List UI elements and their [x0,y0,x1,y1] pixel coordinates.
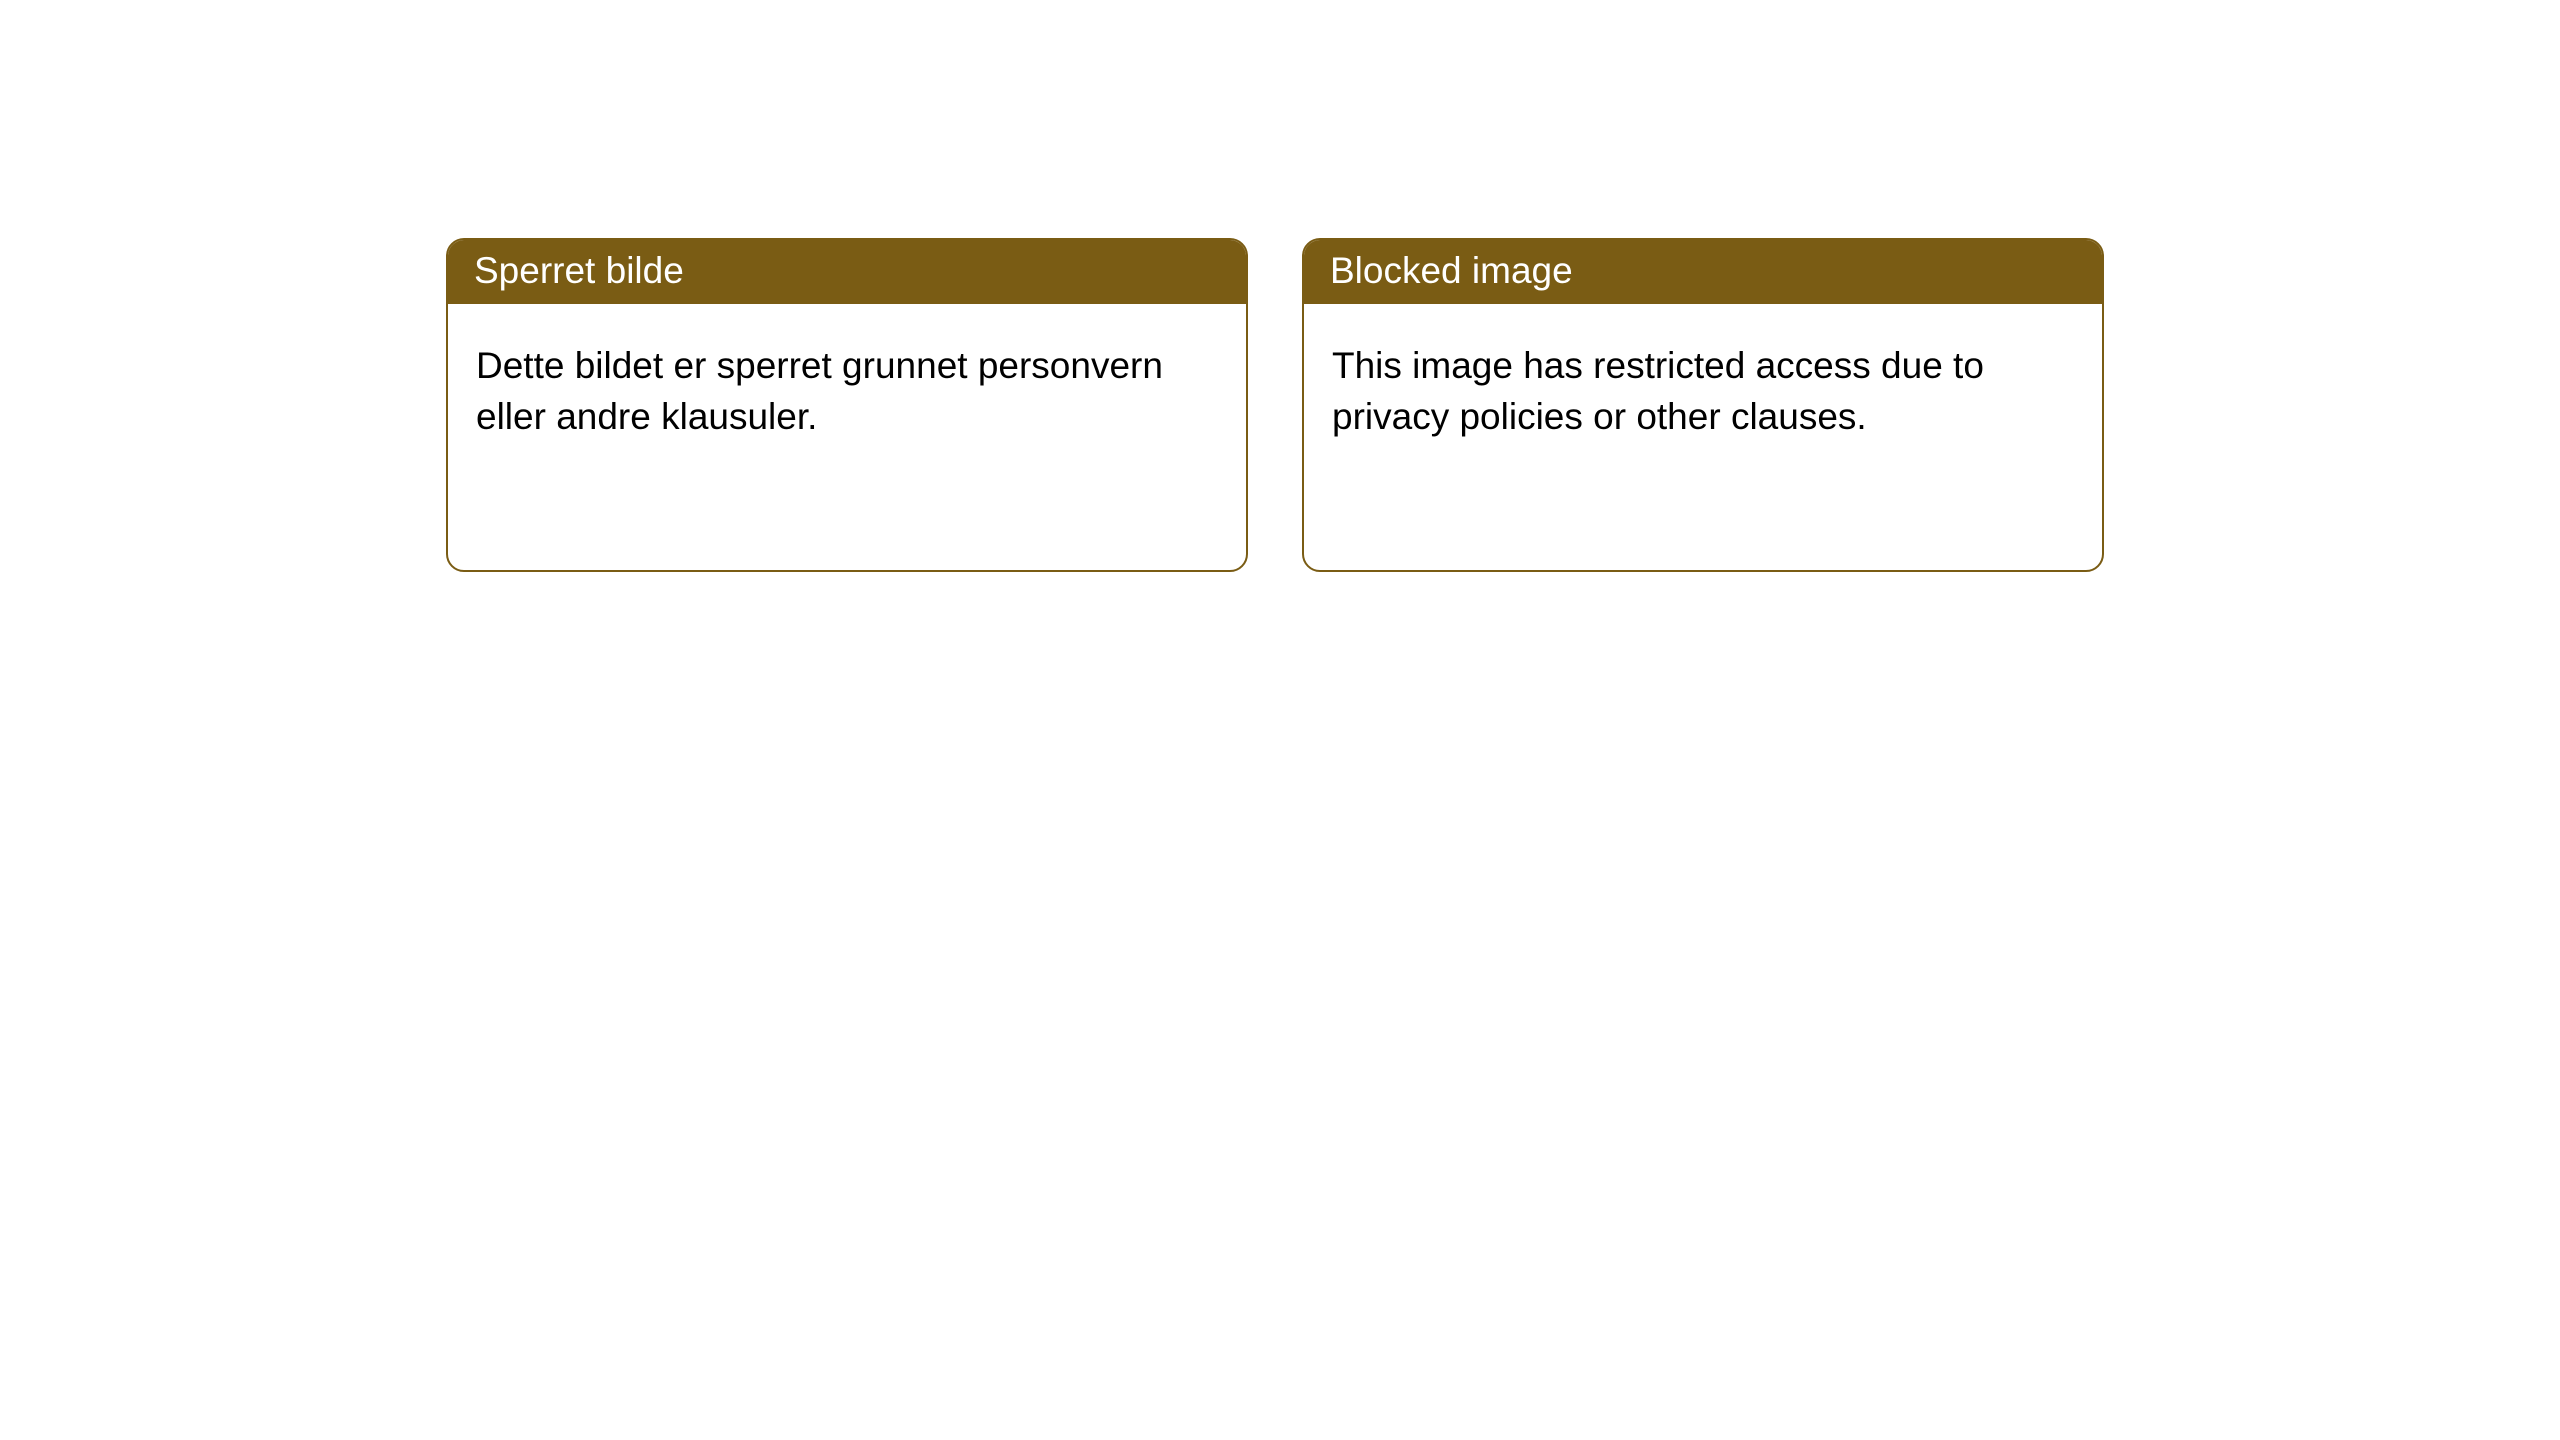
notice-header: Blocked image [1304,240,2102,304]
notice-card-norwegian: Sperret bilde Dette bildet er sperret gr… [446,238,1248,572]
notice-header: Sperret bilde [448,240,1246,304]
notice-title: Blocked image [1330,250,1573,291]
notice-card-english: Blocked image This image has restricted … [1302,238,2104,572]
notice-body-text: Dette bildet er sperret grunnet personve… [476,345,1163,437]
notice-title: Sperret bilde [474,250,684,291]
notice-body: Dette bildet er sperret grunnet personve… [448,304,1246,478]
notice-container: Sperret bilde Dette bildet er sperret gr… [0,0,2560,572]
notice-body: This image has restricted access due to … [1304,304,2102,478]
notice-body-text: This image has restricted access due to … [1332,345,1984,437]
